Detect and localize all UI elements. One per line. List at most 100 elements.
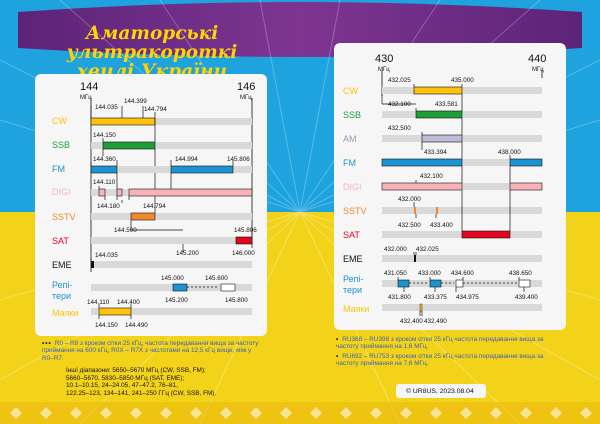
lbl-430-rep-e: 431.800 bbox=[388, 294, 411, 301]
lbl-430-sstv-b: 432.500 bbox=[398, 222, 421, 229]
alloc-430-eme bbox=[414, 255, 416, 262]
scale-end-unit-430: МГц bbox=[532, 67, 544, 73]
connectors-144 bbox=[90, 106, 253, 319]
scale-start-unit-144: МГц bbox=[80, 95, 92, 101]
lbl-430-cw-b: 435.000 bbox=[451, 77, 474, 84]
lbl-sat-a: 145.806 bbox=[234, 227, 257, 234]
track-beacons bbox=[91, 308, 252, 315]
mode-digi: DIGI bbox=[52, 187, 71, 197]
copyright-box bbox=[396, 384, 486, 398]
mode-430-am: AM bbox=[343, 134, 357, 144]
alloc-digi-3 bbox=[128, 188, 253, 197]
dots-icon: ••• bbox=[42, 340, 52, 347]
other-ranges-line: 10.1–10.15, 24–24.05, 47–47.2, 76–81, bbox=[66, 382, 178, 390]
lbl-430-am-b: 433.394 bbox=[424, 149, 447, 156]
alloc-430-rep-out-2 bbox=[518, 279, 531, 288]
connectors-430 bbox=[381, 84, 525, 316]
alloc-430-sstv-2 bbox=[436, 207, 438, 214]
lbl-430-bcn-b: 432.490 bbox=[424, 318, 447, 325]
mode-430-eme: EME bbox=[343, 254, 363, 264]
alloc-430-rep-out-1 bbox=[455, 279, 464, 288]
alloc-430-sat bbox=[461, 230, 511, 239]
other-ranges-line: 122.25–123, 134–141, 241–250 ГГц (CW, SS… bbox=[66, 389, 217, 397]
lbl-bcn-c: 144.150 bbox=[95, 322, 118, 329]
lbl-digi-a: 144.110 bbox=[93, 179, 116, 186]
lbl-430-rep-d: 438.650 bbox=[509, 270, 532, 277]
mode-430-cw: CW bbox=[343, 86, 358, 96]
lbl-430-am-a: 432.500 bbox=[388, 125, 411, 132]
lbl-rep-c: 145.200 bbox=[165, 297, 188, 304]
lbl-430-rep-c: 434.600 bbox=[451, 270, 474, 277]
track-sat bbox=[91, 237, 252, 244]
note-repeaters-430-a: • RU368 – RU398 з кроком сітки 25 кГц час… bbox=[336, 336, 544, 351]
scale-start-430: 430 bbox=[375, 53, 393, 65]
dot-icon: • bbox=[336, 353, 340, 360]
alloc-430-am bbox=[421, 134, 463, 143]
mode-430-digi: DIGI bbox=[343, 182, 362, 192]
mode-430-sat: SAT bbox=[343, 230, 360, 240]
scale-end-144: 146 bbox=[237, 81, 255, 93]
alloc-430-fm-2 bbox=[509, 158, 543, 167]
mode-fm: FM bbox=[52, 164, 65, 174]
lbl-cw-c: 144.794 bbox=[144, 106, 167, 113]
track-sstv bbox=[91, 213, 252, 220]
lbl-430-ssb-b: 433.581 bbox=[435, 101, 458, 108]
alloc-430-fm-1 bbox=[381, 158, 463, 167]
lbl-430-rep-h: 439.400 bbox=[515, 294, 538, 301]
alloc-fm-2 bbox=[170, 165, 234, 174]
band-144-panel bbox=[35, 74, 267, 336]
alloc-sat bbox=[235, 236, 253, 245]
lbl-430-rep-b: 433.000 bbox=[418, 270, 441, 277]
lbl-cw-a: 144.035 bbox=[95, 104, 118, 111]
lbl-rep-a: 145.000 bbox=[161, 275, 184, 282]
alloc-430-rep-in-2 bbox=[429, 279, 442, 288]
alloc-digi-2 bbox=[116, 188, 123, 197]
copyright: © UR8US, 2023.08.04 bbox=[406, 388, 474, 395]
lbl-rep-d: 145.800 bbox=[225, 297, 248, 304]
note-repeaters-430-b: • RU692 – RU753 з кроком сітки 25 кГц час… bbox=[336, 353, 544, 368]
lbl-430-rep-f: 433.375 bbox=[424, 294, 447, 301]
track-cw bbox=[91, 118, 252, 125]
lbl-430-eme-b: 432.025 bbox=[416, 246, 439, 253]
mode-cw: CW bbox=[52, 116, 67, 126]
track-430-beacons bbox=[382, 304, 542, 311]
page-title-line1: Аматорські ультракороткі bbox=[66, 23, 238, 63]
alloc-430-sstv-1 bbox=[414, 207, 416, 214]
track-repeaters bbox=[91, 284, 252, 291]
mode-430-repeaters-1: Репі- bbox=[343, 274, 363, 284]
lbl-430-eme-a: 432.000 bbox=[384, 246, 407, 253]
other-ranges-line: 5660–5670, 5830–5850 МГц (SAT, EME); bbox=[66, 374, 185, 382]
lbl-430-ssb-a: 432.100 bbox=[388, 101, 411, 108]
lbl-430-sstv-a: 432.000 bbox=[398, 196, 421, 203]
scale-end-430: 440 bbox=[528, 53, 546, 65]
scale-start-144: 144 bbox=[80, 81, 98, 93]
lbl-digi-c: 144.794 bbox=[143, 203, 166, 210]
lbl-430-rep-g: 434.975 bbox=[456, 294, 479, 301]
lbl-fm-a: 144.360 bbox=[93, 156, 116, 163]
lbl-430-fm: 438.000 bbox=[498, 149, 521, 156]
alloc-repeater-in bbox=[172, 283, 188, 292]
track-430-eme bbox=[382, 255, 542, 262]
mode-430-sstv: SSTV bbox=[343, 206, 367, 216]
lbl-430-bcn-a: 432.400 bbox=[400, 318, 423, 325]
alloc-ssb bbox=[102, 141, 156, 150]
dot-icon: • bbox=[336, 336, 340, 343]
lbl-cw-b: 144.399 bbox=[124, 98, 147, 105]
alloc-fm-1 bbox=[90, 165, 118, 174]
alloc-430-rep-in-1 bbox=[397, 279, 410, 288]
lbl-430-rep-a: 431.050 bbox=[384, 270, 407, 277]
mode-sat: SAT bbox=[52, 236, 69, 246]
alloc-repeater-out bbox=[220, 283, 236, 292]
lbl-sat-c: 146.000 bbox=[232, 250, 255, 257]
ornament-strip bbox=[0, 402, 600, 424]
mode-430-fm: FM bbox=[343, 158, 356, 168]
other-ranges-title: Інші діапазони: 5650–5670 МГц (CW, SSB, … bbox=[66, 367, 206, 374]
mode-sstv: SSTV bbox=[52, 212, 76, 222]
mode-430-beacons: Маяки bbox=[343, 304, 369, 314]
lbl-sstv: 144.500 bbox=[114, 227, 137, 234]
scale-start-unit-430: МГц bbox=[378, 67, 390, 73]
lbl-bcn-a: 144.110 bbox=[87, 299, 110, 306]
alloc-430-digi-2 bbox=[509, 182, 543, 191]
